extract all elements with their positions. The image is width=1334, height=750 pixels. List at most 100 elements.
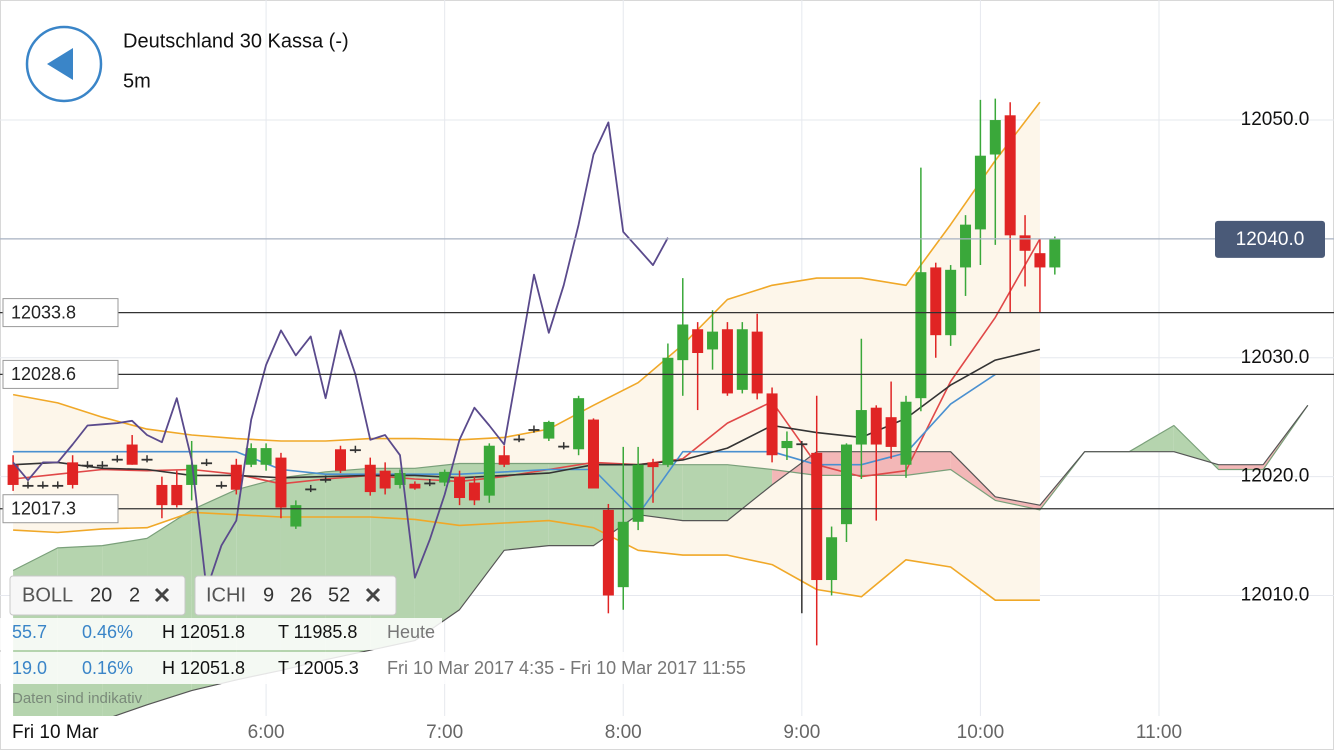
kijun-line [13, 348, 1041, 479]
candle-body [974, 155, 986, 230]
candle-body [201, 462, 213, 465]
info-low: T 12005.3 [278, 658, 359, 678]
back-arrow[interactable] [47, 48, 73, 80]
chip-box[interactable] [9, 575, 186, 616]
info-value: 19.0 [12, 658, 47, 678]
candle-body [171, 484, 183, 506]
candle-body [647, 462, 659, 468]
candle-body [1049, 238, 1061, 268]
candle-body [275, 457, 287, 508]
chip-param: 9 [263, 584, 274, 606]
tenkan-line [13, 373, 996, 516]
info-value: 55.7 [12, 622, 47, 642]
candle-body [7, 464, 19, 485]
chip-param: 26 [290, 584, 312, 606]
level-label: 12033.8 [11, 302, 76, 322]
chip-param: 2 [129, 584, 140, 606]
candle-body [558, 445, 570, 448]
candle-body [22, 484, 34, 487]
level-label-box [2, 359, 119, 389]
candle-body [468, 482, 480, 501]
chip-param: 20 [90, 584, 112, 606]
axis-labels: 12033.8 12028.6 12017.3 12010.0 12020.0 12030… [2, 109, 1325, 748]
x-tick-label: 7:00 [426, 722, 463, 743]
candle-body [677, 324, 689, 361]
indicator-chip[interactable]: ICHI 9 26 52 [194, 575, 397, 616]
candle-body [602, 509, 614, 596]
ui-overlay: Deutschland 30 Kassa (-) 5m BOLL 20 2 IC… [0, 25, 800, 707]
info-row-bg [0, 652, 800, 684]
info-percent: 0.46% [82, 622, 133, 642]
candle-body [409, 483, 421, 489]
candle-body [186, 464, 198, 485]
info-low: T 11985.8 [278, 622, 357, 642]
y-tick-label: 12050.0 [1241, 109, 1310, 130]
candle-body [230, 464, 242, 490]
candle-body [1034, 253, 1046, 268]
candle-body [781, 440, 793, 449]
candle-body [320, 479, 332, 481]
candle-body [215, 484, 227, 487]
cloud-segment [861, 451, 907, 476]
info-range: Fri 10 Mar 2017 4:35 - Fri 10 Mar 2017 1… [387, 658, 746, 678]
candle-body [840, 444, 852, 525]
candle-body [736, 329, 748, 390]
bollinger-upper [12, 101, 1041, 442]
candle-body [617, 521, 629, 588]
y-tick-label: 12030.0 [1241, 347, 1310, 368]
bollinger-lower [13, 511, 1040, 601]
candle-body [439, 471, 451, 483]
candle-body [245, 448, 257, 465]
candle-body [37, 484, 49, 487]
candle-body [305, 488, 317, 491]
candle-body [424, 482, 436, 485]
candle-body [111, 458, 123, 461]
date-label: Fri 10 Mar [12, 722, 99, 743]
level-label: 12017.3 [11, 498, 76, 518]
candle-body [498, 455, 510, 465]
cloud-segment [816, 451, 862, 476]
indicator-chip[interactable]: BOLL 20 2 [9, 575, 186, 616]
candle-body [870, 407, 882, 445]
candle-body [379, 470, 391, 489]
candle-body [900, 401, 912, 465]
interval: 5m [123, 70, 151, 92]
candle-body [632, 464, 644, 522]
date-label-box [4, 717, 120, 748]
chikou-line [12, 121, 669, 591]
cloud-segment [727, 464, 773, 521]
candle-body [826, 537, 838, 581]
candle-body [945, 269, 957, 336]
info-percent: 0.16% [82, 658, 133, 678]
candle-body [573, 398, 585, 450]
candle-body [513, 438, 525, 441]
candle-body [915, 272, 927, 399]
candle-body [260, 448, 272, 465]
x-tick-label: 8:00 [605, 722, 642, 743]
chip-close[interactable] [365, 587, 381, 603]
candle-body [885, 417, 897, 447]
cloud-segment [682, 464, 728, 521]
chip-label: ICHI [206, 584, 246, 606]
candle-body [587, 419, 599, 489]
info-high: H 12051.8 [162, 622, 245, 642]
candle-body [290, 505, 302, 527]
candle-body [349, 449, 361, 452]
candle-body [334, 449, 346, 471]
candle-body [454, 476, 466, 499]
candle-body [156, 484, 168, 506]
candle-body [796, 443, 808, 446]
candle-body [855, 410, 867, 445]
candle-body [1004, 115, 1016, 236]
info-row-bg [0, 618, 442, 650]
chip-box[interactable] [194, 575, 397, 616]
chip-close[interactable] [154, 587, 170, 603]
candle-body [67, 462, 79, 485]
candle-body [707, 331, 719, 350]
candle-body [989, 120, 1001, 155]
level-label-box [2, 298, 119, 328]
back-button[interactable] [25, 25, 103, 103]
level-label-box [2, 494, 119, 524]
instrument-title: Deutschland 30 Kassa (-) [123, 30, 349, 52]
